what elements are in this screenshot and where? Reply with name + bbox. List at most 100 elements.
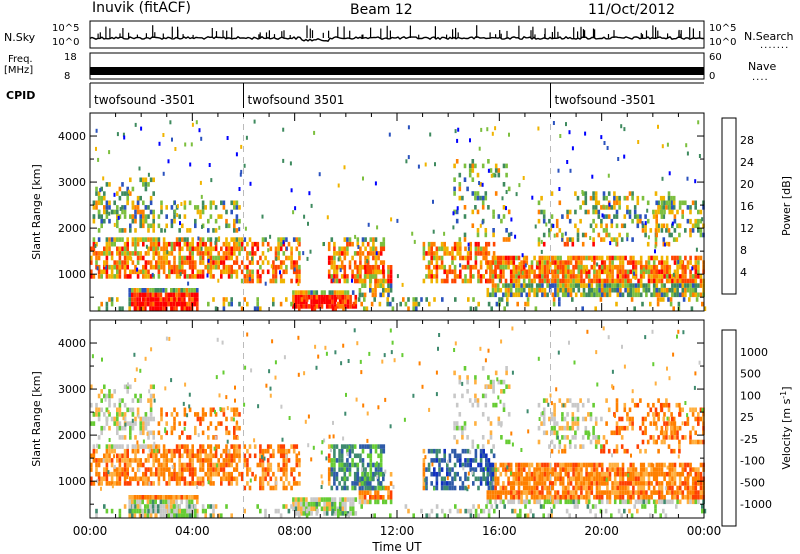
- heatmap-cell: [512, 476, 516, 482]
- heatmap-cell: [157, 223, 161, 229]
- heatmap-cell: [509, 467, 513, 472]
- heatmap-cell: [100, 476, 103, 482]
- heatmap-cell: [371, 485, 375, 491]
- heatmap-cell: [173, 241, 176, 247]
- heatmap-cell: [681, 214, 684, 219]
- heatmap-cell: [331, 299, 334, 305]
- heatmap-cell: [620, 435, 624, 440]
- heatmap-cell: [634, 292, 638, 298]
- heatmap-cell: [374, 246, 378, 252]
- heatmap-cell: [108, 241, 111, 247]
- heatmap-cell: [580, 462, 583, 468]
- heatmap-cell: [118, 186, 122, 192]
- heatmap-cell: [528, 278, 531, 284]
- heatmap-cell: [131, 297, 134, 302]
- heatmap-cell: [494, 287, 497, 293]
- heatmap-cell: [396, 218, 399, 223]
- heatmap-cell: [344, 299, 347, 305]
- heatmap-cell: [92, 458, 96, 463]
- heatmap-cell: [504, 485, 508, 491]
- heatmap-cell: [525, 283, 529, 288]
- heatmap-cell: [616, 481, 620, 486]
- heatmap-cell: [175, 274, 179, 279]
- heatmap-cell: [277, 251, 280, 256]
- heatmap-cell: [486, 481, 490, 486]
- heatmap-cell: [481, 182, 484, 187]
- y-tick-label: 1000: [58, 268, 86, 281]
- heatmap-cell: [325, 294, 329, 300]
- heatmap-cell: [295, 260, 299, 265]
- heatmap-cell: [489, 471, 492, 477]
- heatmap-cell: [402, 297, 405, 302]
- heatmap-cell: [634, 490, 638, 495]
- heatmap-cell: [490, 485, 493, 491]
- heatmap-cell: [667, 195, 671, 201]
- heatmap-cell: [338, 481, 341, 486]
- heatmap-cell: [530, 260, 534, 265]
- heatmap-cell: [240, 241, 244, 247]
- heatmap-cell: [480, 127, 483, 132]
- heatmap-cell: [600, 218, 603, 224]
- heatmap-cell: [343, 269, 347, 275]
- heatmap-cell: [681, 283, 685, 288]
- heatmap-cell: [374, 181, 377, 186]
- heatmap-cell: [427, 241, 431, 247]
- heatmap-cell: [642, 476, 646, 482]
- heatmap-cell: [149, 407, 153, 413]
- heatmap-cell: [121, 260, 124, 265]
- heatmap-cell: [577, 485, 581, 491]
- heatmap-cell: [191, 481, 194, 486]
- heatmap-cell: [558, 187, 561, 191]
- heatmap-cell: [188, 301, 191, 307]
- heatmap-cell: [626, 292, 630, 298]
- heatmap-cell: [600, 467, 604, 472]
- heatmap-cell: [694, 205, 697, 210]
- heatmap-cell: [464, 458, 467, 463]
- heatmap-cell: [691, 494, 695, 500]
- heatmap-cell: [201, 251, 205, 256]
- heatmap-cell: [173, 297, 176, 302]
- heatmap-cell: [349, 294, 352, 300]
- heatmap-cell: [302, 304, 306, 309]
- heatmap-cell: [325, 501, 329, 507]
- heatmap-cell: [487, 384, 490, 389]
- heatmap-cell: [619, 476, 622, 482]
- heatmap-cell: [369, 499, 372, 505]
- heatmap-cell: [459, 246, 462, 252]
- heatmap-cell: [235, 228, 239, 233]
- heatmap-cell: [116, 223, 119, 229]
- heatmap-cell: [594, 421, 598, 426]
- heatmap-cell: [149, 416, 153, 422]
- heatmap-cell: [515, 192, 518, 197]
- heatmap-cell: [618, 425, 621, 431]
- heatmap-cell: [103, 476, 106, 482]
- heatmap-cell: [665, 205, 668, 210]
- heatmap-cell: [272, 269, 275, 275]
- heatmap-cell: [440, 458, 444, 463]
- heatmap-cell: [520, 490, 523, 495]
- heatmap-cell: [220, 200, 223, 206]
- heatmap-cell: [160, 264, 163, 270]
- heatmap-cell: [349, 304, 352, 309]
- heatmap-cell: [95, 467, 98, 472]
- heatmap-cell: [468, 163, 472, 169]
- heatmap-cell: [533, 255, 536, 261]
- heatmap-cell: [196, 251, 200, 256]
- heatmap-cell: [435, 264, 439, 270]
- heatmap-cell: [621, 264, 625, 270]
- heatmap-cell: [359, 453, 362, 459]
- heatmap-cell: [131, 508, 134, 514]
- heatmap-cell: [434, 162, 436, 167]
- heatmap-cell: [585, 255, 588, 261]
- heatmap-cell: [116, 214, 119, 219]
- heatmap-cell: [134, 251, 137, 256]
- heatmap-cell: [369, 283, 372, 288]
- heatmap-cell: [517, 264, 521, 270]
- heatmap-cell: [160, 467, 163, 472]
- heatmap-cell: [162, 458, 166, 463]
- heatmap-cell: [567, 283, 570, 288]
- heatmap-cell: [279, 264, 283, 270]
- heatmap-cell: [657, 223, 660, 229]
- heatmap-cell: [589, 412, 593, 417]
